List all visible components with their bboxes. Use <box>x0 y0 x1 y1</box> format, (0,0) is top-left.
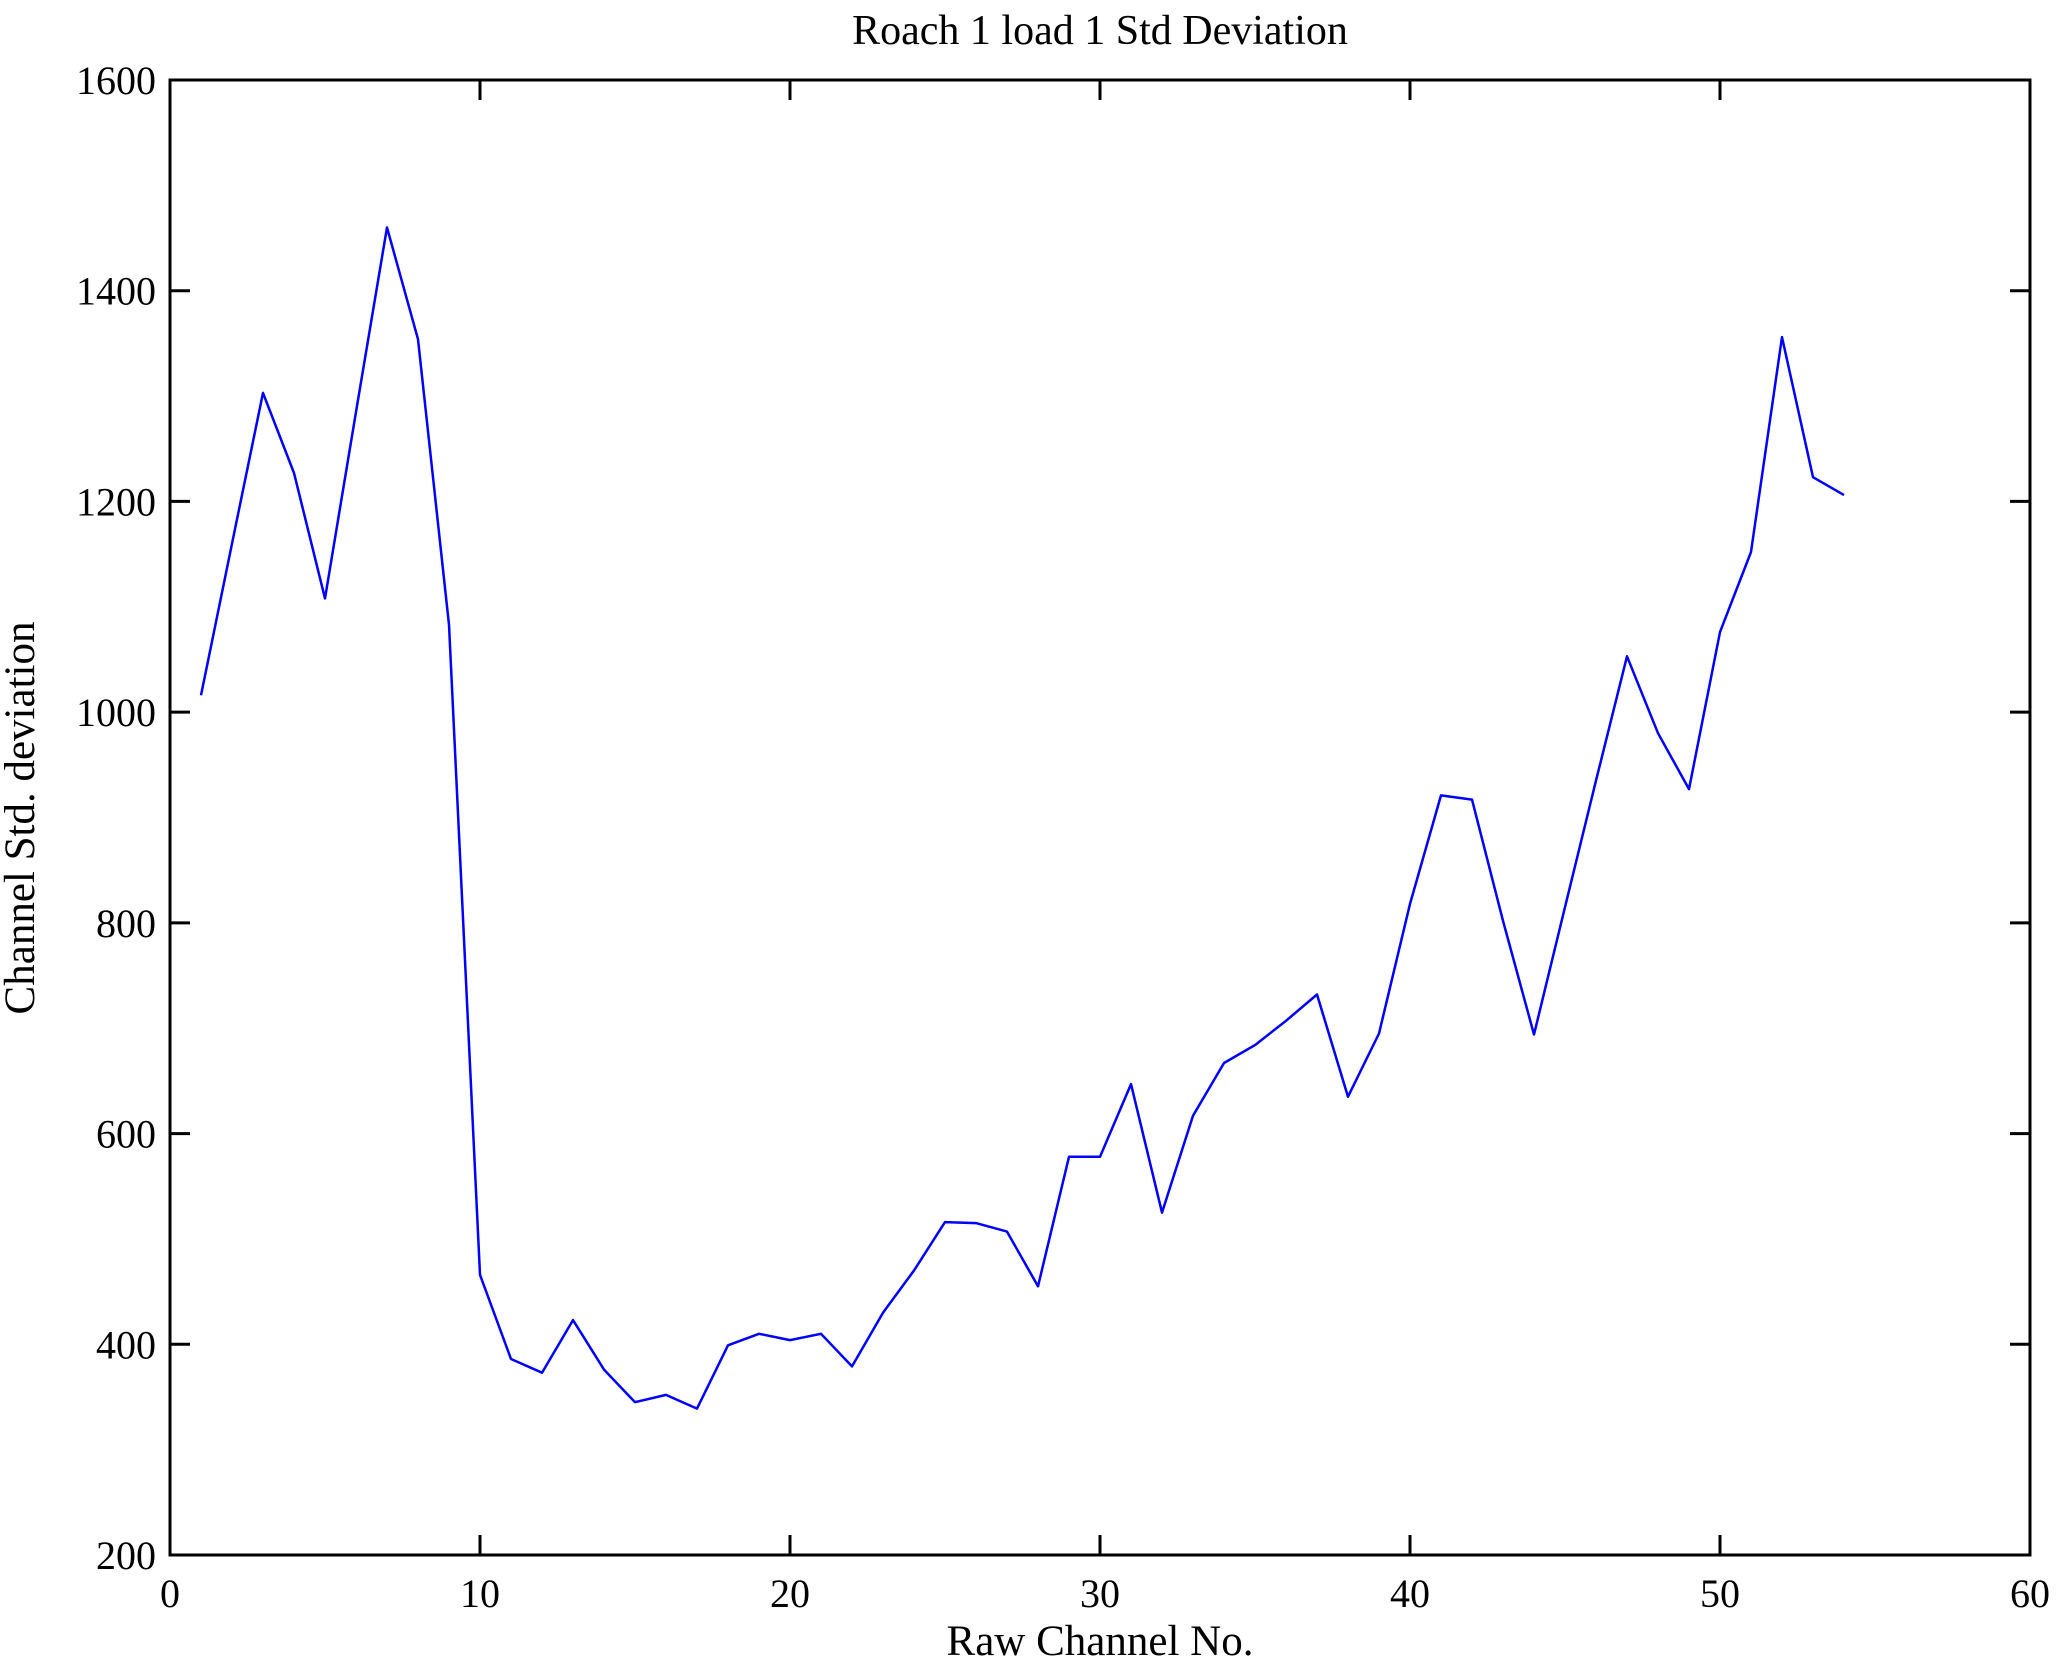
y-tick-label: 800 <box>96 901 156 946</box>
y-tick-label: 1200 <box>76 479 156 524</box>
x-tick-label: 60 <box>2010 1571 2050 1616</box>
x-tick-label: 0 <box>160 1571 180 1616</box>
data-series <box>199 226 1845 1410</box>
y-axis-label: Channel Std. deviation <box>0 622 44 1015</box>
axis-ticks <box>168 78 2032 1557</box>
x-tick-label: 40 <box>1390 1571 1430 1616</box>
data-line <box>199 226 1845 1410</box>
x-tick-label: 20 <box>770 1571 810 1616</box>
tick-labels: 0 10 20 30 40 50 60 200 400 600 800 1000 1200 1400 160… <box>76 58 2050 1616</box>
y-tick-label: 200 <box>96 1533 156 1578</box>
y-tick-label: 400 <box>96 1322 156 1367</box>
chart-title: Roach 1 load 1 Std Deviation <box>852 8 1348 54</box>
x-tick-label: 10 <box>460 1571 500 1616</box>
x-tick-label: 30 <box>1080 1571 1120 1616</box>
axes-box <box>168 78 2032 1557</box>
x-tick-label: 50 <box>1700 1571 1740 1616</box>
y-tick-label: 1000 <box>76 690 156 735</box>
y-tick-label: 1400 <box>76 269 156 314</box>
y-tick-label: 600 <box>96 1112 156 1157</box>
y-tick-label: 1600 <box>76 58 156 103</box>
x-axis-label: Raw Channel No. <box>947 1618 1254 1665</box>
